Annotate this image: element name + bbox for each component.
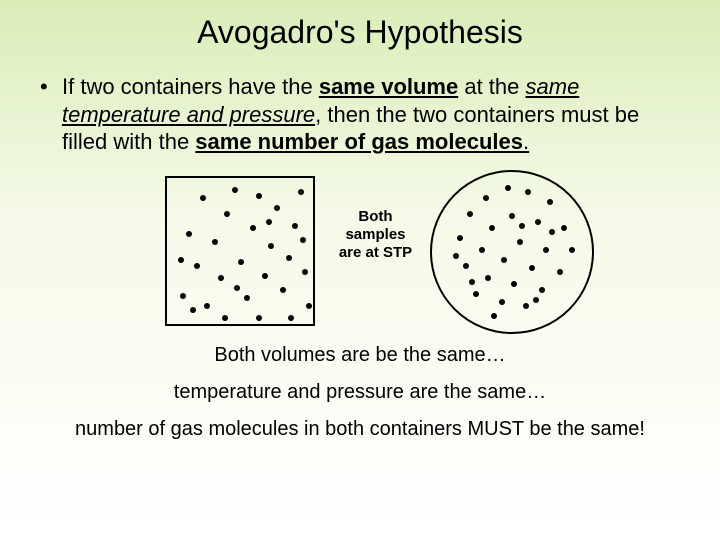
molecule-dot	[256, 193, 262, 199]
molecule-dot	[489, 225, 495, 231]
molecule-dot	[274, 205, 280, 211]
bullet-text-mid1: at the	[458, 74, 525, 99]
molecule-dot	[224, 211, 230, 217]
molecule-dot	[463, 263, 469, 269]
bullet-text-pre1: If two containers have the	[62, 74, 319, 99]
molecule-dot	[539, 287, 545, 293]
molecule-dot	[491, 313, 497, 319]
molecule-dot	[234, 285, 240, 291]
molecule-dot	[288, 315, 294, 321]
molecule-dot	[557, 269, 563, 275]
bullet-text-end: .	[523, 129, 529, 154]
molecule-dot	[529, 265, 535, 271]
molecule-dot	[501, 257, 507, 263]
page-title: Avogadro's Hypothesis	[0, 0, 720, 51]
bullet-text-same-num: same number of gas molecules	[195, 129, 523, 154]
molecule-dot	[533, 297, 539, 303]
molecule-dot	[300, 237, 306, 243]
molecule-dot	[232, 187, 238, 193]
caption-line-3: number of gas molecules in both containe…	[0, 416, 720, 443]
molecule-dot	[292, 223, 298, 229]
molecule-dot	[561, 225, 567, 231]
molecule-dot	[212, 239, 218, 245]
molecule-dot	[469, 279, 475, 285]
molecule-dot	[467, 211, 473, 217]
molecule-dot	[453, 253, 459, 259]
molecule-dot	[262, 273, 268, 279]
molecule-dot	[178, 257, 184, 263]
caption-line-1: Both volumes are be the same…	[0, 342, 720, 369]
molecule-dot	[238, 259, 244, 265]
molecule-dot	[280, 287, 286, 293]
molecule-dot	[306, 303, 312, 309]
molecule-dot	[523, 303, 529, 309]
molecule-dot	[186, 231, 192, 237]
caption-block: Both volumes are be the same… temperatur…	[0, 342, 720, 443]
main-bullet: If two containers have the same volume a…	[0, 51, 720, 156]
molecule-dot	[194, 263, 200, 269]
molecule-dot	[509, 213, 515, 219]
molecule-dot	[499, 299, 505, 305]
molecule-dot	[473, 291, 479, 297]
molecule-dot	[547, 199, 553, 205]
molecule-dot	[244, 295, 250, 301]
diagram-area: Both samples are at STP	[0, 166, 720, 336]
molecule-dot	[549, 229, 555, 235]
molecule-dot	[218, 275, 224, 281]
molecule-dot	[511, 281, 517, 287]
molecule-dot	[222, 315, 228, 321]
molecule-dot	[266, 219, 272, 225]
molecule-dot	[483, 195, 489, 201]
circle-container	[430, 170, 594, 334]
molecule-dot	[505, 185, 511, 191]
molecule-dot	[569, 247, 575, 253]
bullet-text-same-volume: same volume	[319, 74, 458, 99]
molecule-dot	[204, 303, 210, 309]
stp-label: Both samples are at STP	[333, 208, 418, 262]
caption-line-2: temperature and pressure are the same…	[0, 379, 720, 406]
molecule-dot	[286, 255, 292, 261]
molecule-dot	[250, 225, 256, 231]
molecule-dot	[180, 293, 186, 299]
molecule-dot	[256, 315, 262, 321]
molecule-dot	[302, 269, 308, 275]
square-container	[165, 176, 315, 326]
molecule-dot	[268, 243, 274, 249]
molecule-dot	[519, 223, 525, 229]
molecule-dot	[190, 307, 196, 313]
molecule-dot	[535, 219, 541, 225]
molecule-dot	[479, 247, 485, 253]
molecule-dot	[200, 195, 206, 201]
molecule-dot	[517, 239, 523, 245]
molecule-dot	[525, 189, 531, 195]
molecule-dot	[457, 235, 463, 241]
molecule-dot	[543, 247, 549, 253]
molecule-dot	[298, 189, 304, 195]
molecule-dot	[485, 275, 491, 281]
